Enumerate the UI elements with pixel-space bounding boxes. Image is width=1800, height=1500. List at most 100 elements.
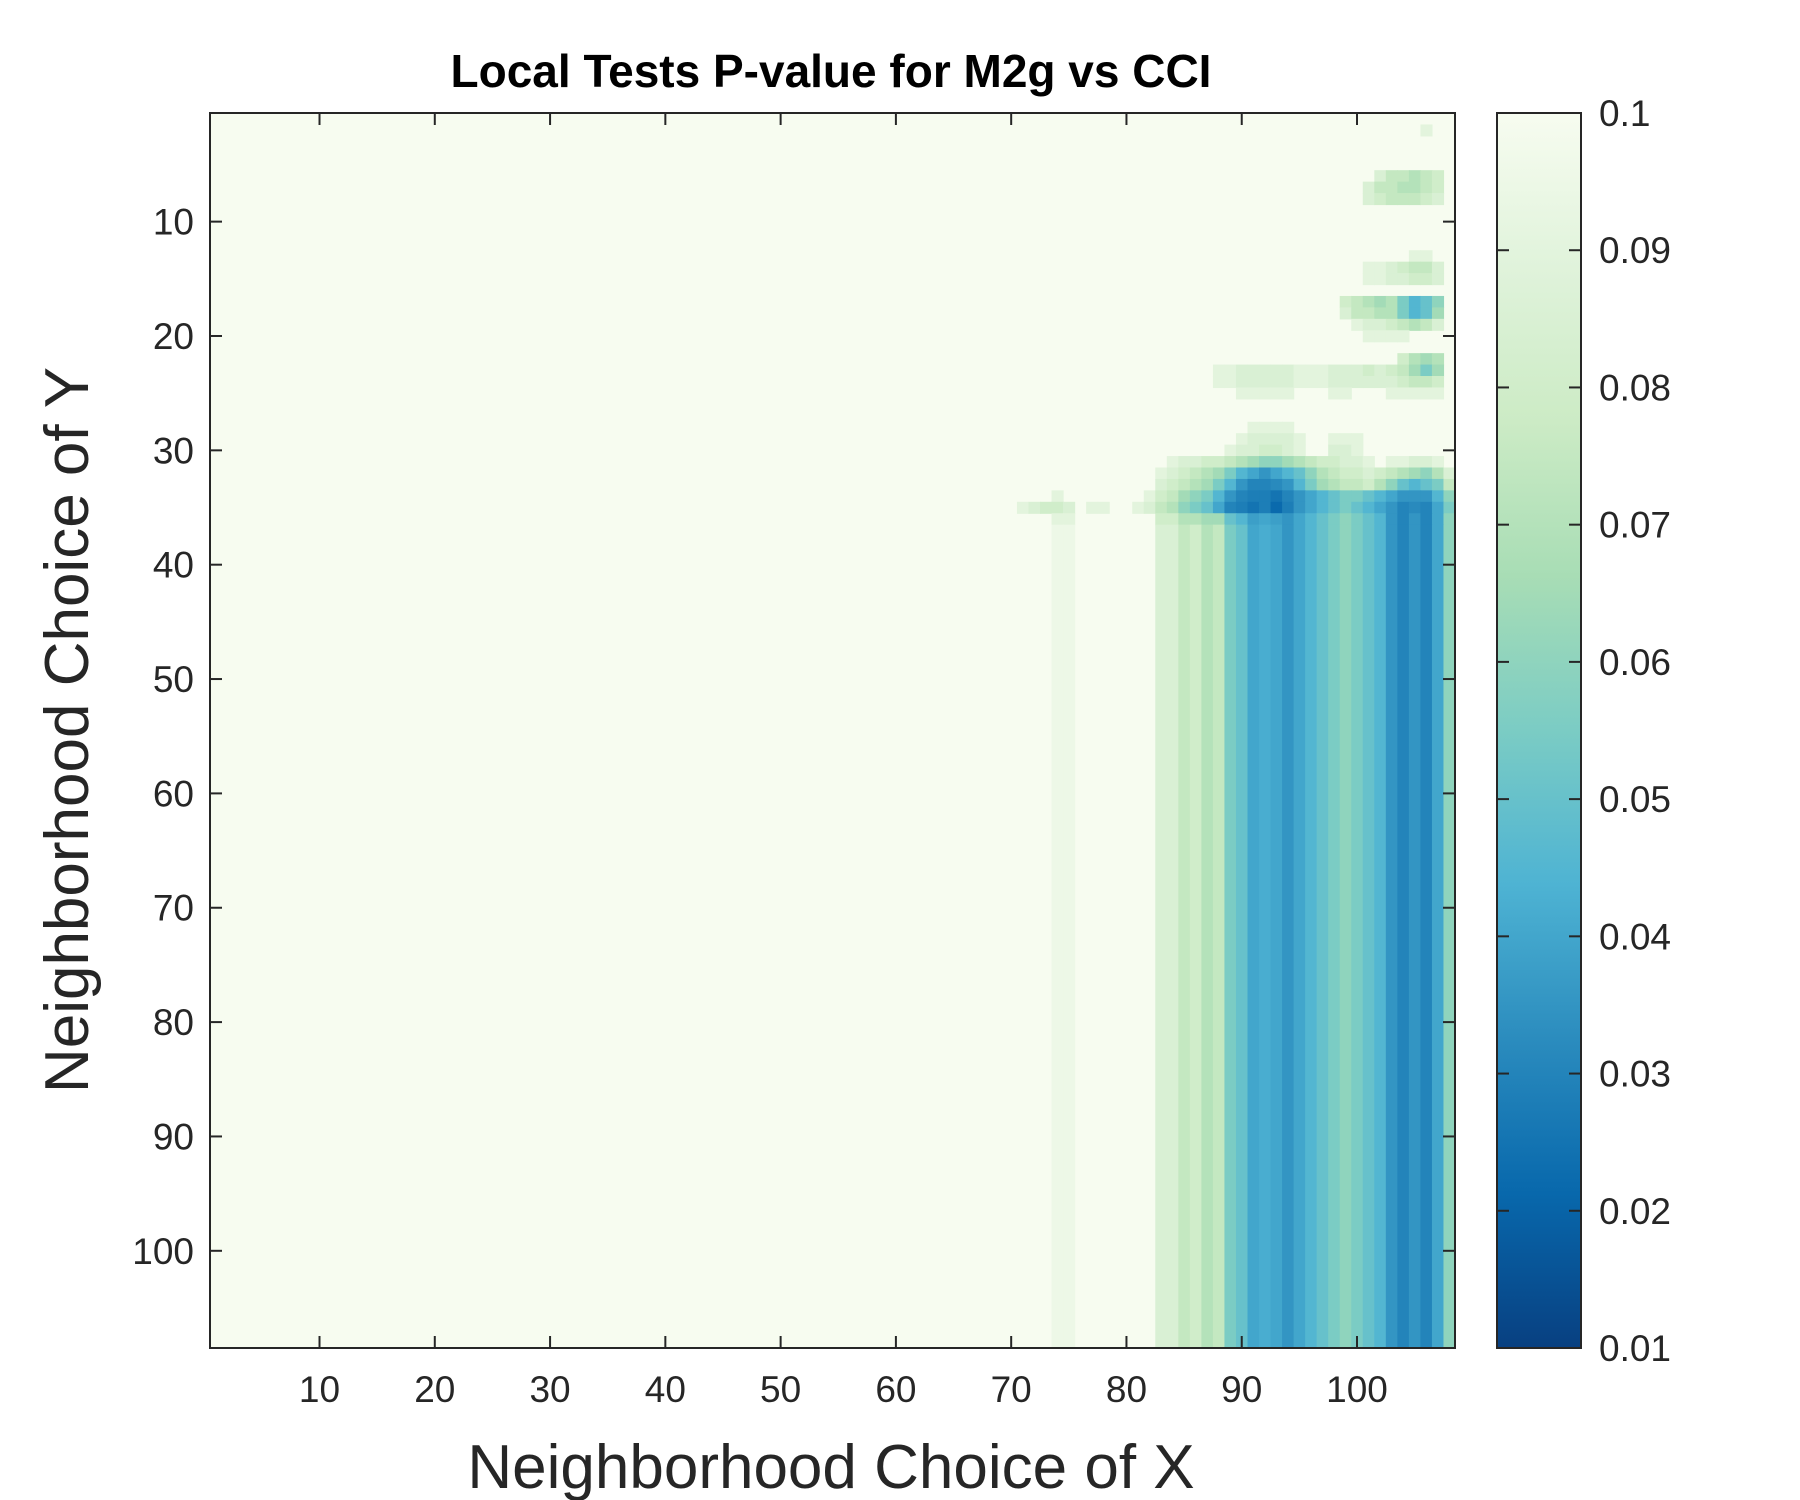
heatmap-cell (1385, 273, 1398, 286)
heatmap-column-band (1316, 524, 1329, 1348)
heatmap-cell (1374, 318, 1387, 331)
y-axis-label: Neighborhood Choice of Y (33, 367, 102, 1093)
heatmap-cell (1328, 364, 1341, 377)
heatmap-cell (1166, 490, 1179, 503)
heatmap-cell (1201, 478, 1214, 491)
heatmap-cell (1339, 513, 1352, 526)
heatmap-cell (1270, 364, 1283, 377)
y-tick-label: 100 (132, 1231, 194, 1272)
heatmap-cell (1362, 501, 1375, 514)
heatmap-cell (1224, 364, 1237, 377)
heatmap-cell (1431, 513, 1445, 526)
heatmap-cell (1293, 444, 1306, 457)
heatmap-cell (1385, 307, 1398, 320)
y-tick-label: 80 (153, 1002, 194, 1043)
heatmap-cell (1397, 181, 1410, 194)
heatmap-cell (1374, 490, 1387, 503)
heatmap-cell (1362, 273, 1375, 286)
heatmap-cell (1316, 513, 1329, 526)
heatmap-cell (1431, 170, 1445, 183)
heatmap-cell (1351, 307, 1364, 320)
colorbar-tick-label: 0.1 (1599, 93, 1650, 134)
heatmap-cell (1443, 513, 1456, 526)
heatmap-cell (1282, 467, 1295, 480)
heatmap-column-band (1420, 524, 1433, 1348)
heatmap-cell (1374, 513, 1387, 526)
heatmap-cell (1374, 376, 1387, 389)
heatmap-cell (1408, 467, 1422, 480)
heatmap-cell (1431, 193, 1445, 206)
heatmap-cell (1282, 364, 1295, 377)
colorbar-gradient (1496, 112, 1582, 1349)
heatmap-cell (1374, 307, 1387, 320)
heatmap-cell (1178, 513, 1191, 526)
heatmap-cell (1351, 295, 1364, 308)
heatmap-cell (1385, 501, 1398, 514)
heatmap-cell (1293, 490, 1306, 503)
heatmap-cell (1259, 478, 1272, 491)
heatmap-cell (1212, 501, 1226, 514)
heatmap-cell (1443, 501, 1456, 514)
heatmap-cell (1328, 376, 1341, 389)
y-axis-ticks: 10 20 30 40 50 60 70 80 90 100 (132, 202, 1455, 1272)
heatmap-cell (1235, 444, 1249, 457)
heatmap-cell (1201, 513, 1214, 526)
heatmap-column-band (1328, 524, 1341, 1348)
heatmap-cell (1362, 478, 1375, 491)
heatmap-cell (1408, 307, 1422, 320)
heatmap-cell (1397, 170, 1410, 183)
heatmap-cell (1351, 433, 1364, 446)
heatmap-cell (1374, 501, 1387, 514)
heatmap-cell (1420, 124, 1433, 137)
heatmap-cell (1224, 490, 1237, 503)
heatmap-cell (1282, 456, 1295, 469)
heatmap-cell (1362, 318, 1375, 331)
heatmap-cell (1259, 376, 1272, 389)
heatmap-cell (1420, 181, 1433, 194)
heatmap-cell (1374, 261, 1387, 274)
heatmap-cell (1397, 273, 1410, 286)
y-tick-label: 40 (153, 545, 194, 586)
heatmap-cell (1328, 478, 1341, 491)
heatmap-cell (1328, 387, 1341, 400)
heatmap-cell (1155, 501, 1168, 514)
heatmap-cell (1420, 295, 1433, 308)
heatmap-column-band (1282, 524, 1295, 1348)
heatmap-cell (1351, 364, 1364, 377)
heatmap-cell (1316, 478, 1329, 491)
heatmap-cell (1420, 170, 1433, 183)
heatmap-cell (1339, 444, 1352, 457)
heatmap-cell (1431, 261, 1445, 274)
heatmap-cell (1247, 387, 1260, 400)
heatmap-cell (1443, 490, 1456, 503)
heatmap-cell (1374, 478, 1387, 491)
heatmap-cell (1351, 490, 1364, 503)
heatmap-cell (1339, 478, 1352, 491)
x-tick-label: 80 (1106, 1369, 1147, 1410)
heatmap-column-band (1201, 524, 1214, 1348)
heatmap-cell (1431, 364, 1445, 377)
heatmap-cell (1408, 261, 1422, 274)
heatmap-cell (1374, 295, 1387, 308)
heatmap-cell (1305, 501, 1318, 514)
heatmap-cell (1397, 193, 1410, 206)
heatmap-cell (1016, 501, 1030, 514)
heatmap-cell (1408, 193, 1422, 206)
heatmap-cell (1362, 456, 1375, 469)
heatmap-cell (1431, 490, 1445, 503)
heatmap-column-band (1408, 524, 1422, 1348)
heatmap-cell (1247, 456, 1260, 469)
heatmap-cell (1374, 273, 1387, 286)
heatmap-cell (1224, 513, 1237, 526)
heatmap-cell (1362, 364, 1375, 377)
heatmap-cell (1362, 513, 1375, 526)
heatmap-cell (1328, 444, 1341, 457)
heatmap-cell (1259, 501, 1272, 514)
heatmap-cell (1316, 501, 1329, 514)
heatmap-cell (1063, 513, 1076, 526)
heatmap-cell (1247, 376, 1260, 389)
heatmap-cell (1305, 478, 1318, 491)
heatmap-cell (1397, 501, 1410, 514)
heatmap-cell (1178, 467, 1191, 480)
